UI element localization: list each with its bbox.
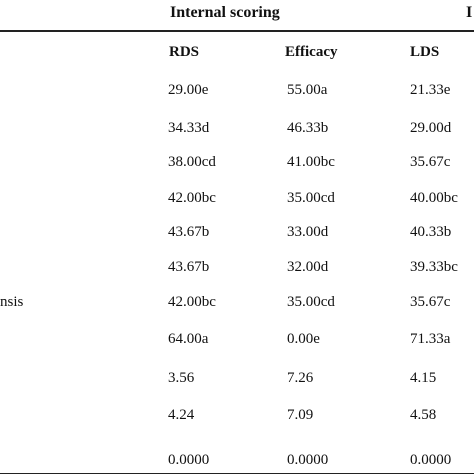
cell-efficacy: 7.26: [287, 370, 314, 386]
column-header-rds: RDS: [169, 44, 200, 60]
cell-rds: 3.56: [168, 370, 195, 386]
cell-efficacy: 32.00d: [287, 259, 329, 275]
cell-rds: 43.67b: [168, 224, 210, 240]
cell-lds: 39.33bc: [410, 259, 458, 275]
cell-efficacy: 7.09: [287, 407, 314, 423]
cell-efficacy: 35.00cd: [287, 190, 335, 206]
cell-efficacy: 46.33b: [287, 120, 329, 136]
group-header-clipped: I: [466, 4, 473, 21]
cell-lds: 21.33e: [410, 82, 451, 98]
row-label: nsis: [0, 294, 24, 310]
cell-lds: 71.33a: [410, 331, 451, 347]
cell-lds: 40.33b: [410, 224, 452, 240]
cell-lds: 4.15: [410, 370, 437, 386]
cell-lds: 4.58: [410, 407, 437, 423]
cell-rds: 38.00cd: [168, 154, 216, 170]
cell-rds: 34.33d: [168, 120, 210, 136]
table-header-rule: [0, 31, 474, 32]
column-header-lds: LDS: [410, 44, 440, 60]
cell-lds: 35.67c: [410, 294, 451, 310]
cell-efficacy: 41.00bc: [287, 154, 335, 170]
cell-lds: 0.0000: [410, 452, 452, 468]
cell-rds: 42.00bc: [168, 190, 216, 206]
table-top-rule: [0, 30, 474, 31]
cell-lds: 40.00bc: [410, 190, 458, 206]
cell-rds: 43.67b: [168, 259, 210, 275]
cell-rds: 64.00a: [168, 331, 209, 347]
group-header-internal-scoring: Internal scoring: [170, 4, 280, 21]
column-header-efficacy: Efficacy: [285, 44, 338, 60]
cell-lds: 29.00d: [410, 120, 452, 136]
cell-rds: 0.0000: [168, 452, 210, 468]
cell-efficacy: 33.00d: [287, 224, 329, 240]
cell-efficacy: 55.00a: [287, 82, 328, 98]
cell-efficacy: 0.0000: [287, 452, 329, 468]
cell-rds: 42.00bc: [168, 294, 216, 310]
cell-rds: 29.00e: [168, 82, 209, 98]
cell-efficacy: 0.00e: [287, 331, 320, 347]
cell-lds: 35.67c: [410, 154, 451, 170]
cell-rds: 4.24: [168, 407, 195, 423]
cell-efficacy: 35.00cd: [287, 294, 335, 310]
